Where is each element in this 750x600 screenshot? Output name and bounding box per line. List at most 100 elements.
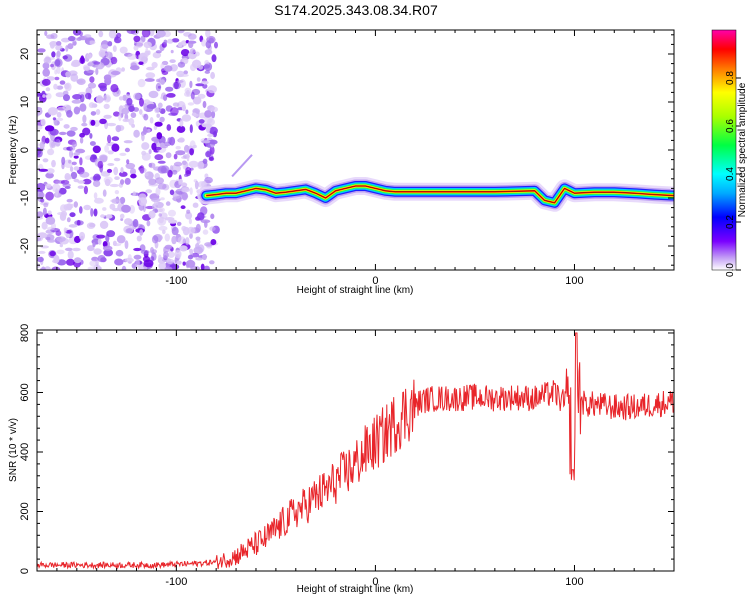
- noise-blob: [103, 94, 111, 103]
- noise-blob: [118, 96, 124, 101]
- noise-blob: [62, 104, 72, 111]
- noise-blob: [155, 30, 166, 38]
- noise-blob: [204, 49, 213, 55]
- noise-blob: [41, 266, 46, 270]
- noise-blob: [133, 254, 142, 260]
- noise-blob: [204, 176, 213, 184]
- noise-blob: [115, 249, 124, 257]
- noise-blob: [148, 149, 152, 155]
- noise-blob: [38, 250, 46, 254]
- noise-blob: [139, 165, 145, 174]
- noise-blob: [173, 153, 178, 160]
- colorbar-tick-label: 0.0: [725, 263, 736, 277]
- noise-blob: [73, 166, 80, 171]
- noise-blob: [68, 224, 78, 228]
- noise-blob: [132, 219, 139, 228]
- noise-blob: [185, 237, 190, 246]
- noise-blob: [97, 255, 106, 263]
- noise-blob: [51, 266, 61, 270]
- noise-blob: [209, 260, 215, 265]
- noise-blob: [44, 30, 48, 36]
- noise-blob: [187, 226, 196, 235]
- noise-blob: [108, 30, 117, 39]
- noise-blob: [37, 232, 48, 239]
- noise-blob: [79, 31, 83, 37]
- noise-blob: [56, 249, 65, 255]
- noise-blob: [59, 243, 63, 248]
- noise-blob: [189, 48, 196, 55]
- noise-blob: [54, 58, 63, 68]
- noise-blob: [130, 65, 140, 71]
- noise-blob: [160, 63, 165, 70]
- noise-blob: [87, 62, 94, 67]
- noise-blob: [46, 34, 55, 39]
- noise-blob: [72, 94, 83, 100]
- noise-blob: [190, 91, 195, 100]
- noise-blob: [109, 183, 119, 188]
- noise-blob: [168, 209, 176, 217]
- noise-blob: [165, 201, 171, 206]
- noise-blob: [127, 254, 132, 262]
- noise-blob: [155, 187, 161, 196]
- noise-blob: [67, 250, 74, 260]
- noise-blob: [182, 160, 187, 166]
- noise-blob: [46, 236, 51, 241]
- noise-blob: [49, 250, 56, 257]
- colorbar-ticks: 0.0 0.2 0.4 0.6 0.8: [725, 71, 741, 277]
- noise-blob: [37, 256, 44, 263]
- noise-blob: [85, 92, 92, 100]
- noise-blob: [176, 260, 182, 265]
- noise-blob: [184, 87, 192, 94]
- noise-blob: [148, 210, 156, 219]
- noise-blob: [176, 80, 184, 83]
- noise-blob: [154, 146, 162, 151]
- noise-blob: [163, 94, 168, 101]
- noise-blob: [42, 207, 47, 216]
- noise-blob: [72, 247, 81, 252]
- noise-blob: [146, 66, 155, 71]
- noise-blob: [126, 30, 137, 34]
- noise-blob: [126, 97, 133, 106]
- noise-blob: [79, 171, 90, 178]
- noise-blob: [195, 236, 201, 241]
- noise-blob: [157, 165, 167, 174]
- noise-blob: [79, 103, 87, 112]
- noise-blob: [202, 158, 208, 164]
- noise-blob: [71, 99, 82, 104]
- noise-blob: [209, 139, 218, 145]
- noise-blob: [119, 46, 128, 54]
- noise-blob: [210, 71, 216, 80]
- noise-blob: [178, 137, 185, 143]
- noise-blob: [111, 198, 122, 205]
- noise-blob: [46, 168, 55, 174]
- noise-blob: [126, 159, 130, 165]
- noise-blob: [119, 213, 125, 219]
- noise-blob: [38, 168, 48, 172]
- noise-blob: [201, 123, 210, 128]
- y-tick-label: -20: [19, 238, 31, 254]
- noise-blob: [73, 201, 79, 208]
- y-tick-label: 10: [19, 96, 31, 108]
- noise-blob: [163, 65, 173, 72]
- noise-blob: [154, 154, 164, 161]
- noise-blob: [83, 204, 91, 211]
- noise-blob: [110, 56, 118, 65]
- noise-blob: [114, 258, 124, 266]
- noise-blob: [163, 39, 168, 45]
- noise-blob: [55, 188, 59, 197]
- noise-blob: [188, 218, 192, 225]
- noise-blob: [83, 34, 92, 39]
- noise-blob: [148, 90, 159, 99]
- noise-blob: [45, 172, 54, 179]
- noise-blob: [56, 236, 66, 243]
- noise-blob: [157, 102, 163, 109]
- noise-blob: [167, 169, 173, 178]
- noise-blob: [83, 185, 88, 195]
- noise-blob: [184, 144, 190, 153]
- noise-blob: [70, 203, 74, 209]
- noise-blob: [105, 214, 113, 219]
- spectrogram-y-ticks: -20 -10 0 10 20: [19, 34, 674, 266]
- noise-blob: [143, 103, 147, 111]
- chart-title: S174.2025.343.08.34.R07: [274, 2, 438, 18]
